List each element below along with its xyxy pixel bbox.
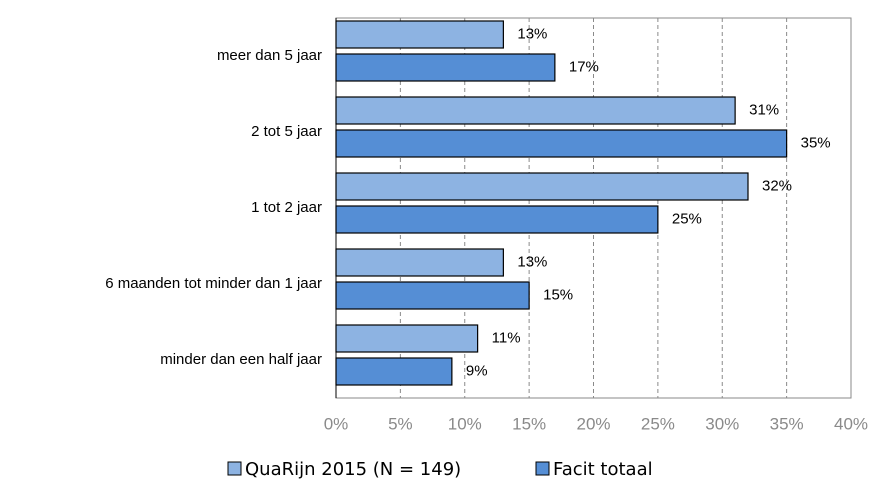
- bar: [335, 248, 504, 277]
- bar: [335, 324, 479, 353]
- x-tick-label: 15%: [512, 414, 546, 433]
- bar: [335, 357, 453, 386]
- x-tick-label: 20%: [576, 414, 610, 433]
- x-tick-label: 30%: [705, 414, 739, 433]
- data-label: 35%: [801, 134, 831, 151]
- x-tick-label: 0%: [324, 414, 349, 433]
- data-label: 17%: [569, 58, 599, 75]
- bar: [335, 96, 736, 125]
- legend-label: Facit totaal: [553, 459, 653, 480]
- x-tick-label: 40%: [834, 414, 868, 433]
- data-label: 11%: [492, 329, 521, 346]
- x-tick-label: 25%: [641, 414, 675, 433]
- legend-swatch: [535, 461, 550, 476]
- x-tick-label: 5%: [388, 414, 413, 433]
- data-label: 13%: [517, 25, 547, 42]
- bar: [335, 53, 556, 82]
- data-label: 15%: [543, 286, 573, 303]
- x-tick-label: 35%: [770, 414, 804, 433]
- y-tick-label: 1 tot 2 jaar: [251, 199, 322, 216]
- bar: [335, 129, 788, 158]
- legend-label: QuaRijn 2015 (N = 149): [245, 459, 461, 480]
- data-label: 25%: [672, 210, 702, 227]
- bar: [335, 172, 749, 201]
- legend-swatch: [227, 461, 242, 476]
- y-tick-label: meer dan 5 jaar: [217, 47, 322, 64]
- y-tick-label: 2 tot 5 jaar: [251, 123, 322, 140]
- y-tick-label: minder dan een half jaar: [160, 351, 322, 368]
- y-tick-label: 6 maanden tot minder dan 1 jaar: [105, 275, 322, 292]
- x-tick-label: 10%: [448, 414, 482, 433]
- bar: [335, 205, 659, 234]
- bar: [335, 20, 504, 49]
- data-label: 13%: [517, 253, 547, 270]
- bar: [335, 281, 530, 310]
- data-label: 31%: [749, 101, 779, 118]
- data-label: 32%: [762, 177, 792, 194]
- data-label: 9%: [466, 362, 488, 379]
